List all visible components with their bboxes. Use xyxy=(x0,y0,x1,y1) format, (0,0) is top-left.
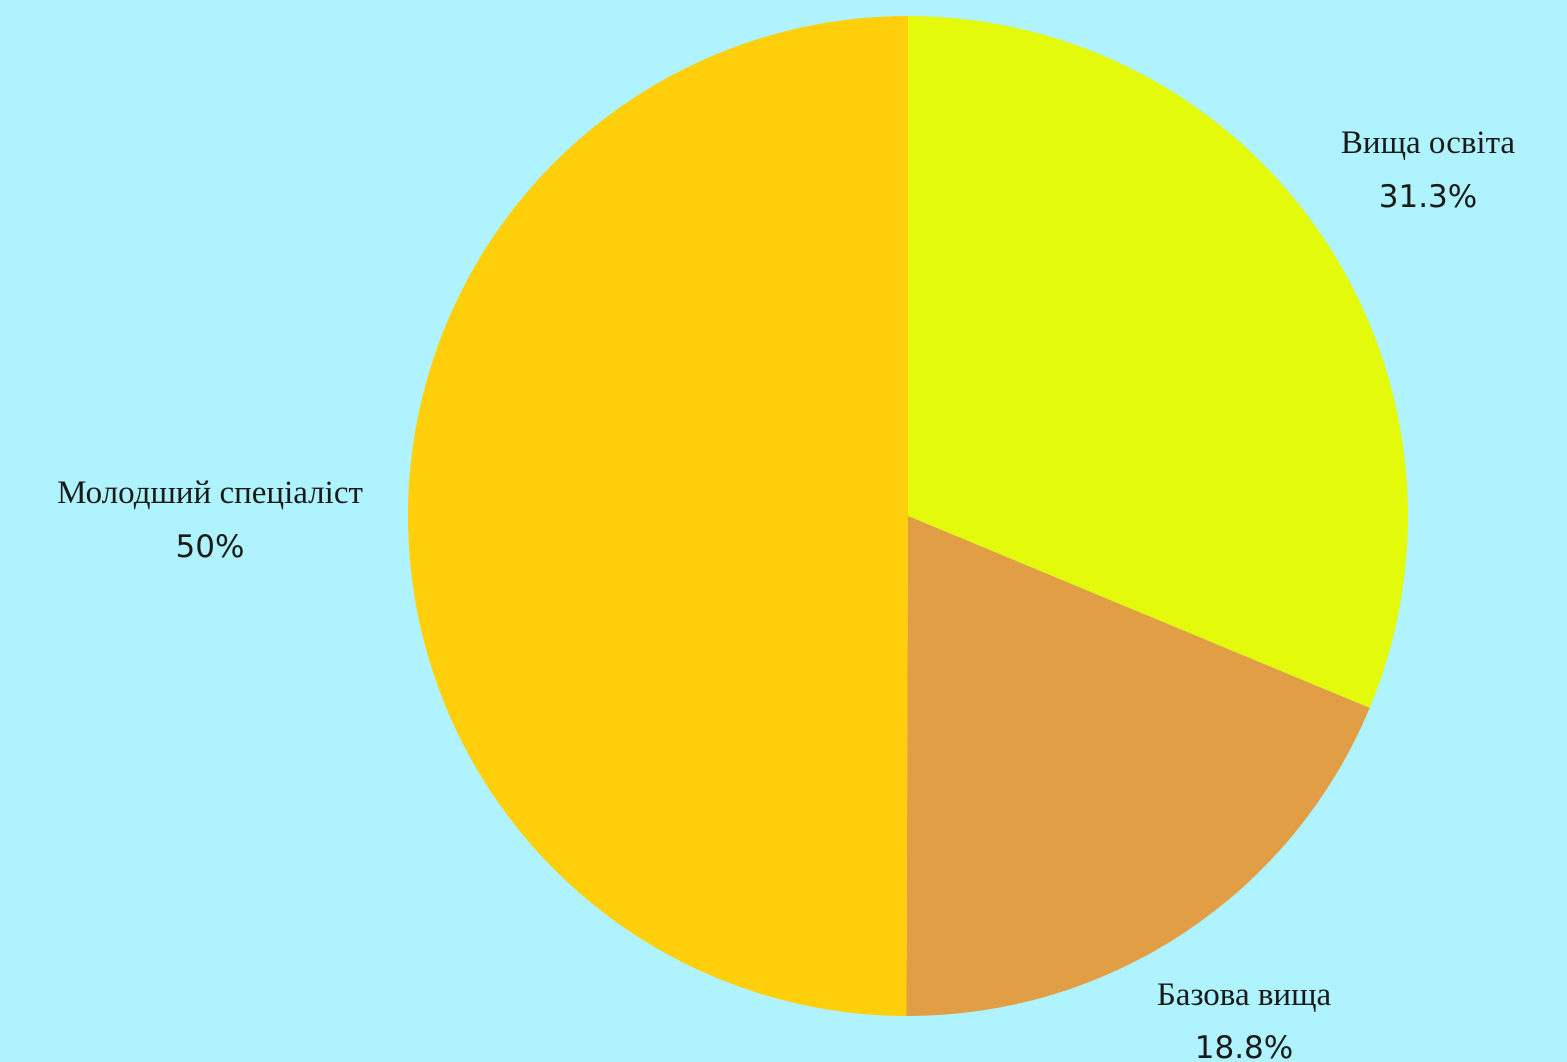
pie-slice-2 xyxy=(407,15,908,1016)
pie-labels: Вища освіта 31.3% Базова вища 18.8% Молодший… xyxy=(57,125,1515,1062)
slice-label-1: Базова вища xyxy=(1157,977,1332,1013)
slice-label-0: Вища освіта xyxy=(1341,125,1516,161)
pie-slices xyxy=(407,15,1409,1016)
pie-slice-0 xyxy=(908,16,1409,708)
slice-value-0: 31.3% xyxy=(1379,179,1477,215)
slice-value-1: 18.8% xyxy=(1195,1030,1293,1062)
slice-value-2: 50% xyxy=(176,529,245,565)
slice-label-2: Молодший спеціаліст xyxy=(57,475,363,511)
pie-slice-1 xyxy=(906,516,1370,1016)
